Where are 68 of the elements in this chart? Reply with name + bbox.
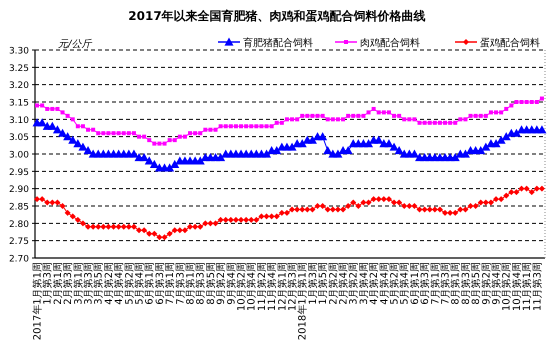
y-tick-label: 3.30 bbox=[8, 46, 30, 56]
x-tick-label: 3月第5周 bbox=[92, 262, 105, 305]
y-tick-label: 2.85 bbox=[8, 202, 29, 212]
x-tick-label: 5月第2周 bbox=[123, 262, 136, 305]
x-tick-label: 2月第3周 bbox=[62, 262, 74, 305]
x-tick-label: 2月第1周 bbox=[52, 262, 64, 305]
x-tick-label: 7月第1周 bbox=[164, 262, 176, 305]
x-tick-label: 1月第3周 bbox=[306, 262, 319, 305]
y-tick-label: 2.70 bbox=[8, 254, 30, 264]
x-tick-label: 9月第4周 bbox=[225, 262, 238, 305]
x-tick-label: 8月第5周 bbox=[470, 262, 482, 305]
x-tick-label: 8月第3周 bbox=[460, 262, 472, 305]
x-tick-label: 8月第5周 bbox=[204, 262, 217, 305]
y-tick-label: 2.90 bbox=[8, 185, 30, 196]
x-tick-label: 3月第1周 bbox=[72, 262, 84, 305]
x-tick-label: 10月第4周 bbox=[510, 262, 523, 312]
x-tick-label: 5月第4周 bbox=[134, 262, 146, 305]
x-tick-label: 9月第2周 bbox=[215, 262, 228, 305]
x-tick-label: 11月第2周 bbox=[256, 262, 268, 312]
x-tick-label: 9月第4周 bbox=[490, 262, 503, 305]
x-tick-label: 3月第2周 bbox=[348, 262, 360, 305]
x-tick-label: 6月第3周 bbox=[154, 262, 166, 305]
y-tick-label: 3.20 bbox=[8, 81, 30, 92]
x-tick-label: 10月第2周 bbox=[236, 262, 248, 312]
x-tick-label: 9月第2周 bbox=[480, 262, 492, 305]
x-tick-label: 8月第1周 bbox=[450, 262, 462, 305]
x-tick-label: 4月第2周 bbox=[368, 262, 380, 305]
y-tick-label: 2.95 bbox=[8, 168, 29, 178]
y-tick-label: 3.00 bbox=[8, 150, 30, 160]
x-tick-label: 7月第3周 bbox=[174, 262, 186, 305]
x-tick-label: 8月第3周 bbox=[194, 262, 207, 305]
x-tick-label: 1月第3周 bbox=[42, 262, 54, 305]
y-tick-label: 2.80 bbox=[8, 220, 30, 230]
y-tick-label: 3.25 bbox=[8, 64, 29, 74]
x-tick-label: 2月第2周 bbox=[327, 262, 340, 305]
x-tick-label: 10月第2周 bbox=[500, 262, 513, 312]
x-tick-label: 11月第1周 bbox=[521, 262, 534, 312]
x-tick-label: 8月第1周 bbox=[184, 262, 197, 305]
y-axis-title: 元/公斤 bbox=[58, 38, 92, 50]
y-tick-label: 2.75 bbox=[8, 237, 29, 248]
y-tick-label: 3.05 bbox=[8, 133, 29, 144]
legend-label: 蛋鸡配合饲料 bbox=[480, 37, 540, 49]
legend-label: 育肥猪配合饲料 bbox=[243, 37, 313, 49]
x-tick-label: 3月第4周 bbox=[358, 262, 370, 305]
y-tick-label: 3.15 bbox=[8, 98, 29, 108]
x-tick-label: 11月第4周 bbox=[266, 262, 278, 312]
x-tick-label: 4月第4周 bbox=[378, 262, 390, 305]
x-tick-label: 3月第3周 bbox=[82, 262, 95, 305]
x-tick-label: 12月第3周 bbox=[286, 262, 299, 312]
x-tick-label: 5月第2周 bbox=[388, 262, 401, 305]
x-tick-label: 2月第4周 bbox=[338, 262, 350, 305]
x-tick-label: 6月第1周 bbox=[144, 262, 156, 305]
x-tick-label: 7月第3周 bbox=[440, 262, 452, 305]
x-tick-label: 11月第3周 bbox=[531, 262, 544, 312]
x-tick-label: 7月第1周 bbox=[429, 262, 442, 305]
chart-title: 2017年以来全国育肥猪、肉鸡和蛋鸡配合饲料价格曲线 bbox=[128, 9, 426, 23]
x-tick-label: 10月第4周 bbox=[246, 262, 258, 312]
x-tick-label: 6月第3周 bbox=[419, 262, 432, 305]
x-tick-label: 4月第4周 bbox=[113, 262, 126, 305]
x-tick-label: 5月第4周 bbox=[398, 262, 411, 305]
legend-label: 肉鸡配合饲料 bbox=[360, 37, 420, 49]
x-tick-label: 12月第1周 bbox=[276, 262, 288, 312]
x-tick-label: 2018年1月第1周 bbox=[296, 262, 309, 340]
x-tick-label: 1月第5周 bbox=[317, 262, 330, 305]
x-tick-label: 4月第2周 bbox=[102, 262, 115, 305]
y-tick-label: 3.10 bbox=[8, 116, 30, 126]
x-tick-label: 2017年1月第1周 bbox=[32, 262, 44, 340]
x-tick-label: 6月第1周 bbox=[408, 262, 421, 305]
